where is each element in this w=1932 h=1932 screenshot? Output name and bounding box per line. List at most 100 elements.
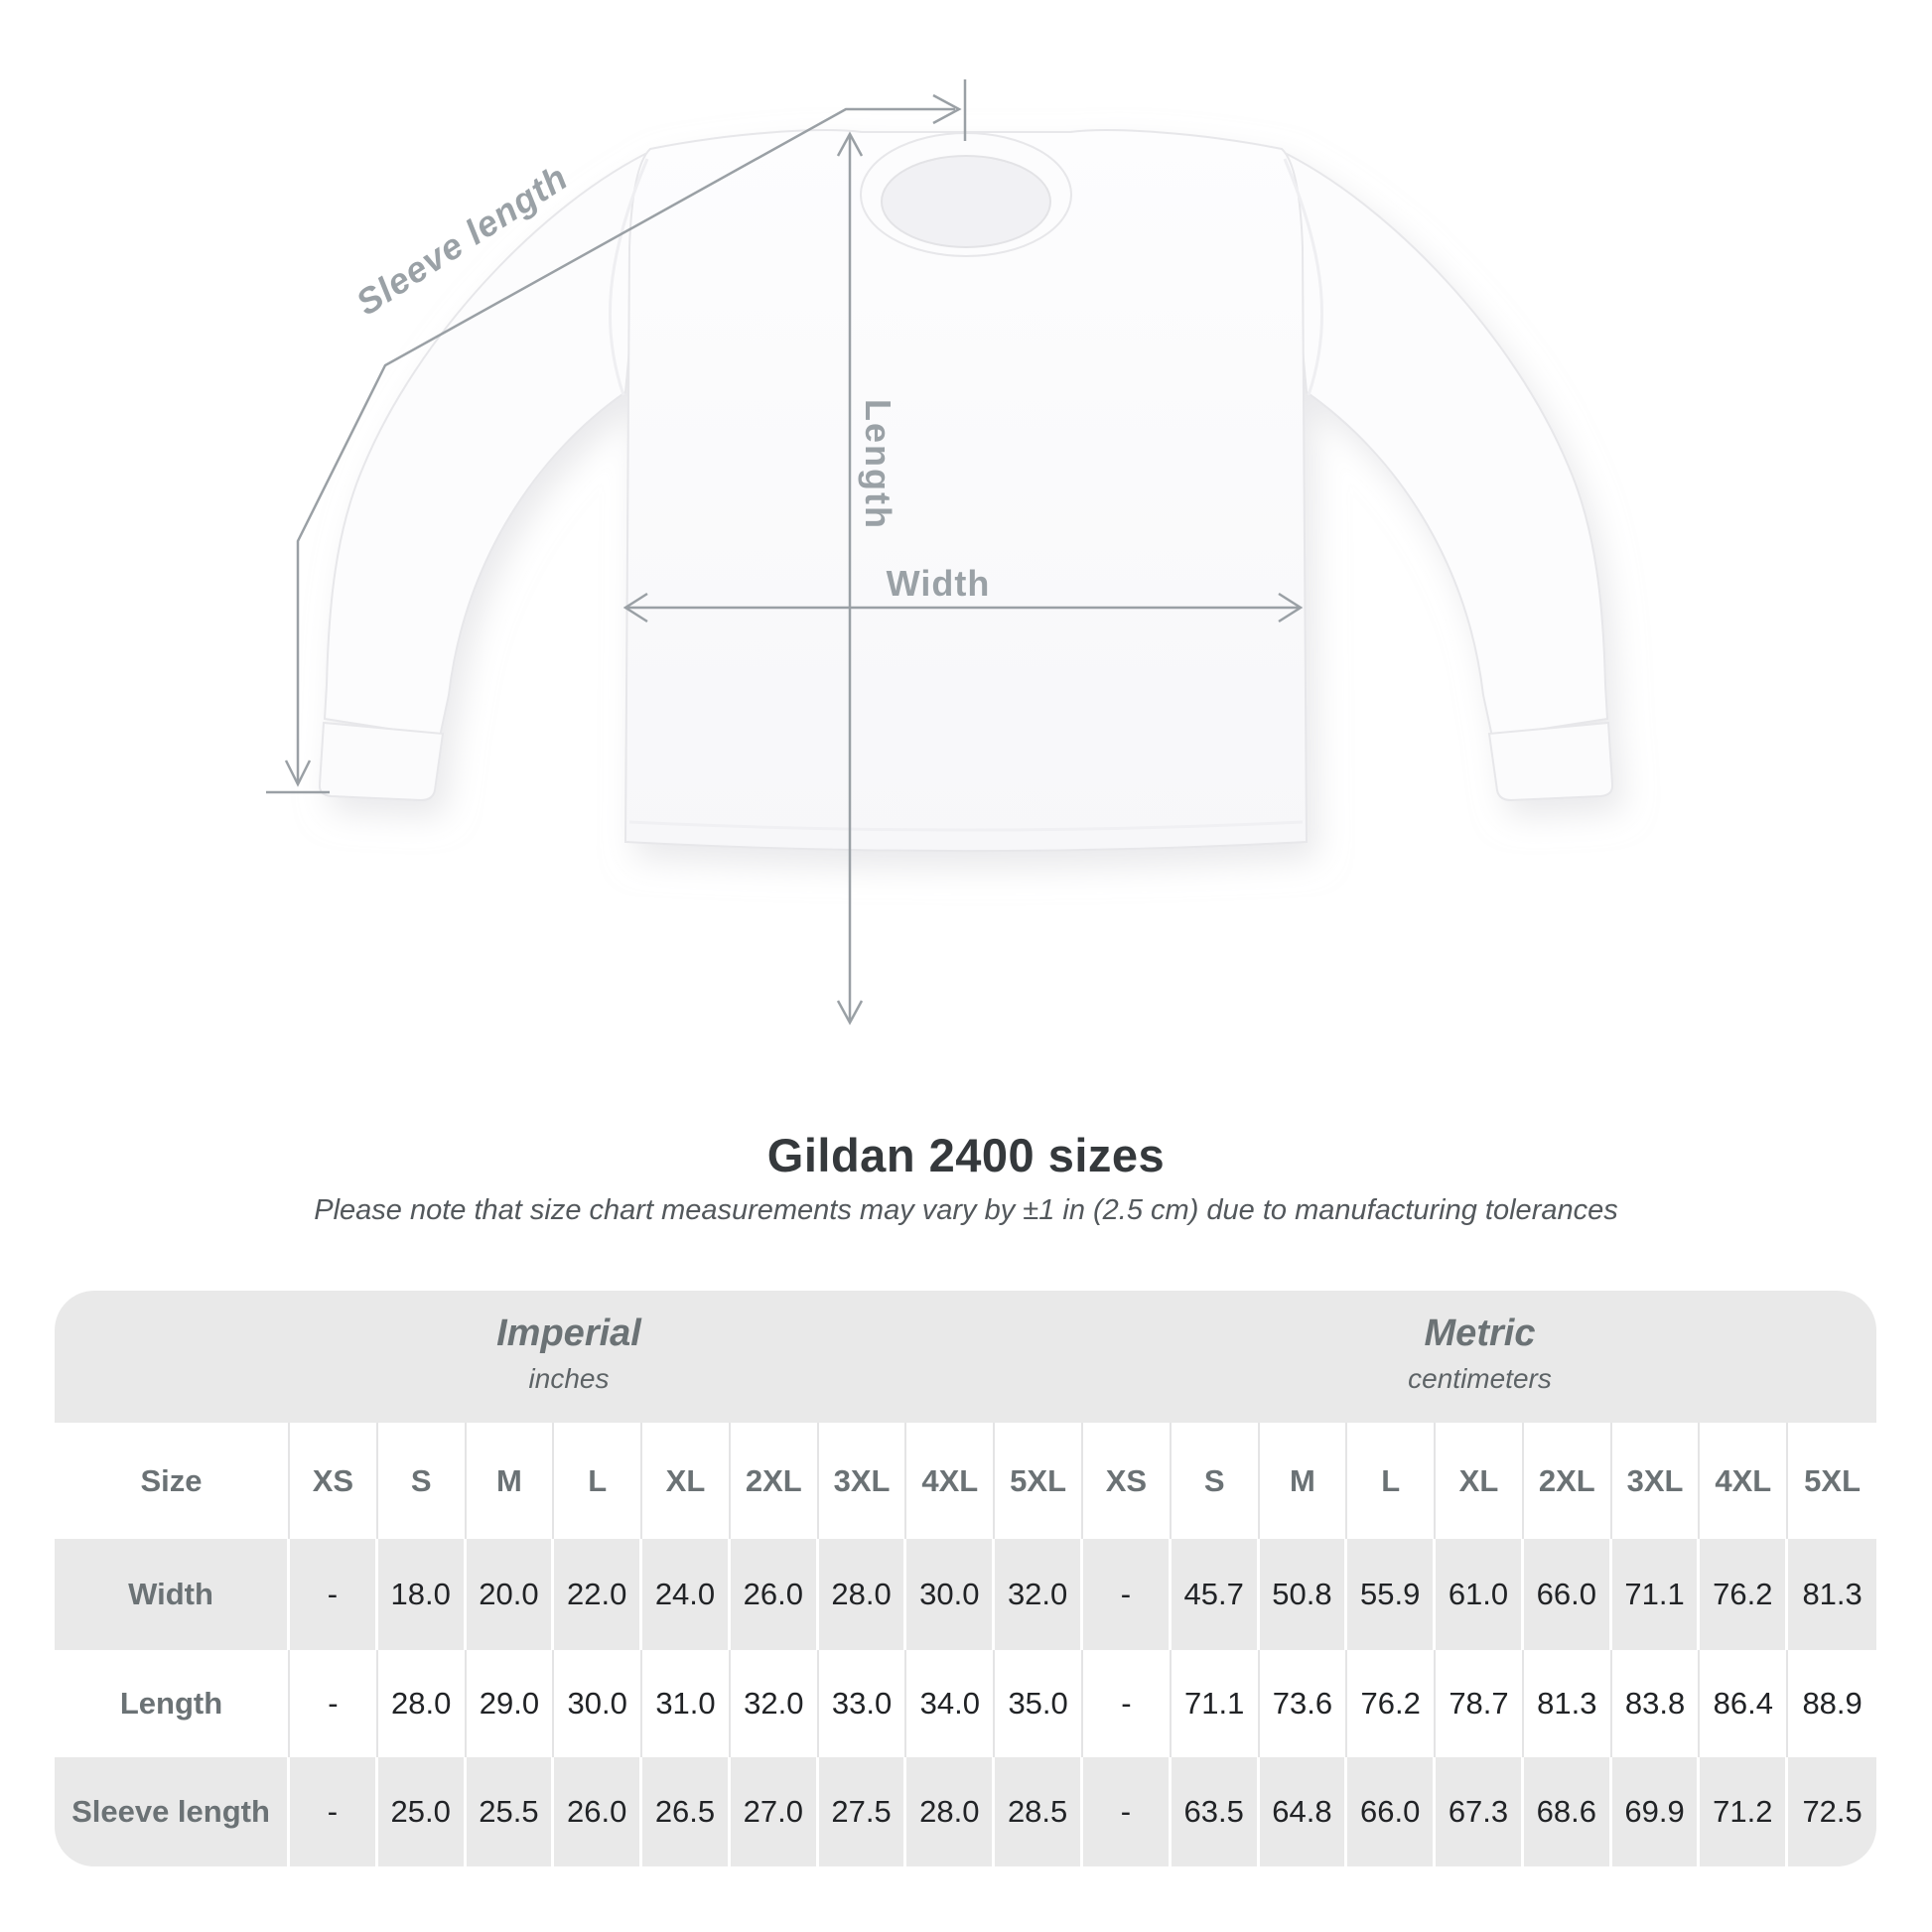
value-cell: 66.0 (1523, 1539, 1612, 1650)
row-label: Length (55, 1650, 290, 1757)
value-cell: 28.5 (995, 1757, 1083, 1866)
value-cell: 50.8 (1259, 1539, 1348, 1650)
value-cell: 72.5 (1788, 1757, 1876, 1866)
size-header-cell: 3XL (1611, 1423, 1701, 1539)
arrowhead-right-icon (1278, 592, 1304, 623)
value-cell: 55.9 (1347, 1539, 1437, 1650)
value-cell: 32.0 (995, 1539, 1083, 1650)
row-label: Width (55, 1539, 290, 1650)
value-cell: 28.0 (377, 1650, 467, 1757)
value-cell: 28.0 (818, 1539, 907, 1650)
value-cell: 71.2 (1700, 1757, 1789, 1866)
value-cell: 81.3 (1788, 1539, 1876, 1650)
value-cell: 68.6 (1523, 1757, 1612, 1866)
value-cell: 31.0 (642, 1650, 731, 1757)
arrowhead-down-icon (284, 759, 312, 787)
value-cell: 88.9 (1788, 1650, 1876, 1757)
value-cell: 30.0 (906, 1539, 996, 1650)
size-table: Imperial inches Metric centimeters Size … (55, 1291, 1876, 1866)
width-label: Width (887, 563, 991, 604)
right-armhole-seam (1283, 158, 1324, 396)
metric-group-unit: centimeters (1408, 1363, 1552, 1394)
size-header-cell: 5XL (995, 1423, 1083, 1539)
value-cell: 71.1 (1171, 1650, 1260, 1757)
size-header-cell: 4XL (1700, 1423, 1789, 1539)
value-cell: 78.7 (1436, 1650, 1524, 1757)
length-measure-line (836, 131, 864, 1026)
value-cell: 35.0 (995, 1650, 1083, 1757)
value-cell: 32.0 (730, 1650, 819, 1757)
imperial-group-header: Imperial inches (55, 1291, 1083, 1423)
metric-group-header: Metric centimeters (1083, 1291, 1876, 1423)
size-header-cell: 5XL (1788, 1423, 1876, 1539)
value-cell: 64.8 (1259, 1757, 1348, 1866)
shirt-body (623, 129, 1309, 852)
value-cell: 27.5 (818, 1757, 907, 1866)
arrowhead-down-icon (836, 1000, 864, 1026)
imperial-group-name: Imperial (496, 1312, 641, 1354)
row-label: Sleeve length (55, 1757, 290, 1866)
length-label: Length (858, 399, 898, 530)
value-cell: 34.0 (906, 1650, 996, 1757)
size-header-cell: L (554, 1423, 643, 1539)
value-cell: 86.4 (1700, 1650, 1789, 1757)
size-header-cell: L (1347, 1423, 1437, 1539)
page-title: Gildan 2400 sizes (766, 1129, 1166, 1181)
shirt-measurement-diagram: Sleeve length Length Width (266, 79, 1614, 1026)
value-cell: 66.0 (1347, 1757, 1437, 1866)
value-cell: 71.1 (1611, 1539, 1701, 1650)
right-sleeve (1276, 148, 1609, 739)
size-header-cell: M (1259, 1423, 1348, 1539)
value-cell: 69.9 (1611, 1757, 1701, 1866)
size-header-cell: 2XL (730, 1423, 819, 1539)
value-cell: 81.3 (1523, 1650, 1612, 1757)
size-header-cell: XL (1436, 1423, 1524, 1539)
value-cell: - (290, 1757, 378, 1866)
size-header-cell: 3XL (818, 1423, 907, 1539)
value-cell: - (290, 1650, 378, 1757)
imperial-group-unit: inches (528, 1363, 610, 1394)
value-cell: 73.6 (1259, 1650, 1348, 1757)
value-cell: 25.0 (377, 1757, 467, 1866)
size-header-cell: 2XL (1523, 1423, 1612, 1539)
arrowhead-left-icon (622, 592, 648, 623)
value-cell: 30.0 (554, 1650, 643, 1757)
value-cell: 27.0 (730, 1757, 819, 1866)
value-cell: 45.7 (1171, 1539, 1260, 1650)
value-cell: - (1083, 1757, 1172, 1866)
value-cell: - (1083, 1539, 1172, 1650)
value-cell: 26.5 (642, 1757, 731, 1866)
value-cell: 76.2 (1347, 1650, 1437, 1757)
value-cell: 26.0 (554, 1757, 643, 1866)
value-cell: 76.2 (1700, 1539, 1789, 1650)
value-cell: 26.0 (730, 1539, 819, 1650)
collar-hole (881, 155, 1051, 248)
value-cell: 29.0 (466, 1650, 555, 1757)
page-subtitle: Please note that size chart measurements… (314, 1194, 1618, 1226)
sleeve-length-measure-line (266, 79, 967, 794)
size-header-cell: M (466, 1423, 555, 1539)
left-cuff (318, 721, 445, 802)
value-cell: 33.0 (818, 1650, 907, 1757)
heading-block: Gildan 2400 sizes Please note that size … (0, 1128, 1932, 1227)
size-header-cell: XS (1083, 1423, 1172, 1539)
value-cell: - (1083, 1650, 1172, 1757)
size-header-cell: XL (642, 1423, 731, 1539)
value-cell: 67.3 (1436, 1757, 1524, 1866)
value-cell: 20.0 (466, 1539, 555, 1650)
value-cell: 61.0 (1436, 1539, 1524, 1650)
width-measure-line (622, 592, 1304, 623)
arrowhead-right-icon (932, 93, 962, 125)
value-cell: - (290, 1539, 378, 1650)
left-armhole-seam (608, 158, 649, 396)
value-cell: 22.0 (554, 1539, 643, 1650)
left-sleeve (323, 148, 656, 739)
value-cell: 25.5 (466, 1757, 555, 1866)
right-cuff (1487, 721, 1614, 802)
value-cell: 28.0 (906, 1757, 996, 1866)
long-sleeve-shirt-illustration (318, 129, 1614, 852)
size-header-cell: S (377, 1423, 467, 1539)
hem-seam (628, 820, 1304, 832)
value-cell: 63.5 (1171, 1757, 1260, 1866)
value-cell: 83.8 (1611, 1650, 1701, 1757)
